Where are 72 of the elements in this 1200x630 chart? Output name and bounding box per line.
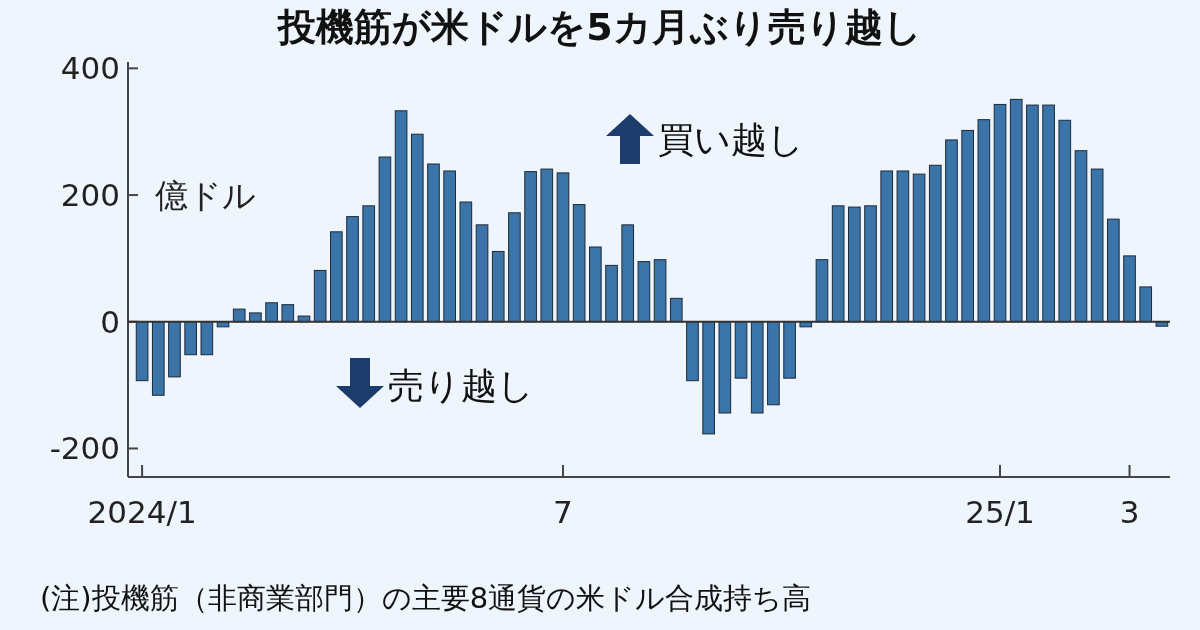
bar [702,321,715,435]
bar [362,205,376,323]
bar [1042,104,1055,323]
x-tick-label: 2024/1 [87,494,197,530]
bar [589,246,602,323]
y-tick-label: 0 [100,303,120,340]
bar [281,304,295,323]
bar [443,170,456,323]
bar [475,224,489,323]
bar [653,259,667,323]
y-tick-label: -200 [49,430,120,467]
bar [783,321,796,379]
bar [734,321,748,379]
bar [928,164,942,323]
bar [313,269,327,323]
bar [621,224,635,323]
bar [993,103,1007,323]
bar [864,205,877,323]
bar [540,168,554,323]
bar [330,231,343,323]
bar [718,321,732,414]
bar [184,321,197,356]
bar [669,297,683,323]
y-tick-label: 200 [60,177,120,214]
bar [686,321,699,382]
bar [912,173,926,323]
chart-title: 投機筋が米ドルを5カ月ぶり売り越し [276,5,922,49]
bar [767,321,780,406]
bar [896,170,910,323]
y-axis-title: 億ドル [155,176,256,216]
bar [637,261,651,323]
bar [848,206,861,323]
bar [831,205,845,323]
bar [410,133,424,323]
bar [508,212,521,323]
bar [135,321,149,382]
bar [1026,104,1039,323]
bar [1074,150,1088,323]
bar [556,172,570,323]
bar [572,204,586,323]
bar [1107,218,1120,323]
x-tick-label: 3 [1119,494,1140,530]
bar [961,129,974,323]
bar [427,163,440,323]
bar [265,302,278,323]
x-tick-label: 25/1 [965,494,1035,530]
bar [977,119,991,323]
bar [459,201,473,323]
annotation: 買い越し [658,119,804,160]
bar [1009,98,1023,323]
y-tick-label: 400 [60,50,120,87]
bar [200,321,214,356]
bar [491,250,505,323]
bar [151,321,165,396]
bar [750,321,764,414]
bar [1123,255,1136,323]
text: (注)投機筋（非商業部門）の主要8通貨の米ドル合成持ち高 [40,581,812,615]
bar [1090,168,1104,323]
annotation: 売り越し [388,365,534,406]
bar [1139,286,1153,323]
bar [605,264,618,323]
bar [168,321,181,378]
bar [880,170,894,323]
bar [232,308,246,323]
bar [394,110,408,323]
x-tick-label: 7 [553,494,573,530]
bar [945,139,958,323]
bar [1058,119,1072,323]
bar [346,216,359,323]
bar [378,156,392,323]
bar [815,259,829,323]
bar [524,171,537,323]
